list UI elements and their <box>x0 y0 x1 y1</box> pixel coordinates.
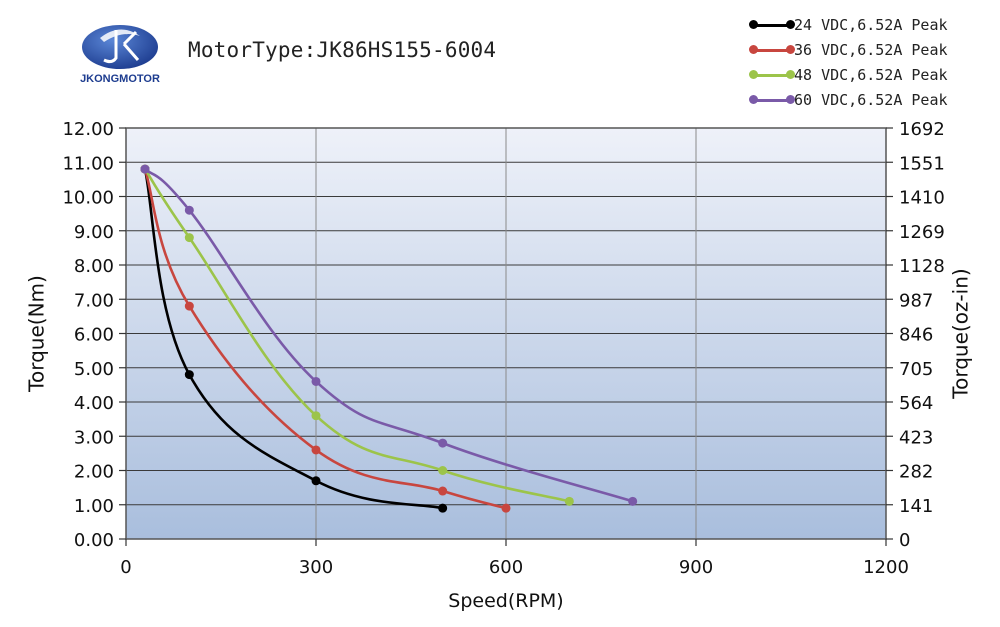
legend-label: 48 VDC,6.52A Peak <box>794 65 948 84</box>
legend-line <box>752 98 792 102</box>
data-point <box>140 164 150 174</box>
y-tick-label: 11.00 <box>62 153 114 174</box>
data-point <box>184 205 194 215</box>
y2-tick-label: 1128 <box>899 256 945 277</box>
legend-item: 36 VDC,6.52A Peak <box>749 37 948 62</box>
legend-label: 24 VDC,6.52A Peak <box>794 15 948 34</box>
legend-swatch <box>749 69 795 81</box>
y2-tick-label: 846 <box>899 325 933 346</box>
data-point <box>184 233 194 243</box>
y-tick-label: 7.00 <box>74 290 114 311</box>
y2-axis-label: Torque(oz-in) <box>949 268 973 399</box>
y-axis-label: Torque(Nm) <box>25 275 49 393</box>
series-4 <box>140 164 638 506</box>
y-tick-label: 6.00 <box>74 325 114 346</box>
data-point <box>311 411 321 421</box>
data-point <box>311 476 321 486</box>
legend-line <box>752 73 792 77</box>
legend-label: 36 VDC,6.52A Peak <box>794 40 948 59</box>
legend-dot <box>786 94 795 104</box>
y-tick-label: 2.00 <box>74 462 114 483</box>
data-point <box>184 301 194 311</box>
y-tick-label: 0.00 <box>74 530 114 551</box>
legend-line <box>752 23 792 27</box>
y2-tick-label: 1692 <box>899 119 945 140</box>
y2-tick-label: 282 <box>899 462 933 483</box>
data-point <box>184 370 194 380</box>
legend-item: 60 VDC,6.52A Peak <box>749 87 948 112</box>
data-point <box>438 438 448 448</box>
y2-tick-label: 141 <box>899 496 933 517</box>
y-tick-label: 5.00 <box>74 359 114 380</box>
tick-marks <box>119 127 893 546</box>
logo-brand-text: JKONGMOTOR <box>80 73 160 85</box>
chart-legend: 24 VDC,6.52A Peak 36 VDC,6.52A Peak 48 VDC… <box>749 12 948 112</box>
legend-dot <box>749 44 758 54</box>
y2-tick-label: 564 <box>899 393 933 414</box>
legend-item: 48 VDC,6.52A Peak <box>749 62 948 87</box>
data-point <box>438 503 448 513</box>
series-line <box>143 168 507 510</box>
legend-dot <box>786 19 795 29</box>
y2-tick-label: 705 <box>899 359 933 380</box>
data-point <box>311 445 321 455</box>
y2-tick-labels: 0 141 282 423 564 705 846 987 1128 1269 1410 1551 16… <box>899 119 945 551</box>
y-tick-label: 8.00 <box>74 256 114 277</box>
data-point <box>501 503 511 513</box>
data-point <box>628 496 638 506</box>
motor-type-title: MotorType:JK86HS155-6004 <box>188 38 497 62</box>
y-tick-labels: 0.00 1.00 2.00 3.00 4.00 5.00 6.00 7.00 8.00 9.00… <box>62 119 114 551</box>
legend-dot <box>749 19 758 29</box>
y2-tick-label: 1410 <box>899 188 945 209</box>
legend-item: 24 VDC,6.52A Peak <box>749 12 948 37</box>
y-tick-label: 3.00 <box>74 427 114 448</box>
y2-tick-label: 1551 <box>899 153 945 174</box>
data-point <box>438 466 448 475</box>
legend-dot <box>749 69 758 79</box>
y-tick-label: 1.00 <box>74 496 114 517</box>
x-tick-label: 1200 <box>863 557 909 578</box>
legend-dot <box>749 94 758 104</box>
y-tick-label: 4.00 <box>74 393 114 414</box>
x-tick-label: 900 <box>679 557 713 578</box>
data-point <box>311 376 321 386</box>
x-tick-label: 600 <box>489 557 523 578</box>
series-lines <box>140 164 638 513</box>
y-tick-label: 10.00 <box>62 188 114 209</box>
y2-tick-label: 423 <box>899 427 933 448</box>
y2-tick-label: 1269 <box>899 222 945 243</box>
x-tick-labels: 0 300 600 900 1200 <box>120 557 909 578</box>
data-point <box>564 496 574 506</box>
y2-tick-label: 987 <box>899 290 933 311</box>
legend-swatch <box>749 44 795 56</box>
x-tick-label: 0 <box>120 557 131 578</box>
legend-dot <box>786 44 795 54</box>
legend-swatch <box>749 19 795 31</box>
legend-label: 60 VDC,6.52A Peak <box>794 90 948 109</box>
y2-tick-label: 0 <box>899 530 910 551</box>
series-line <box>143 168 443 510</box>
x-axis-label: Speed(RPM) <box>448 590 563 612</box>
x-tick-label: 300 <box>299 557 333 578</box>
grid-lines <box>126 128 886 539</box>
y-tick-label: 12.00 <box>62 119 114 140</box>
legend-line <box>752 48 792 52</box>
legend-dot <box>786 69 795 79</box>
data-point <box>438 486 448 496</box>
y-tick-label: 9.00 <box>74 222 114 243</box>
legend-swatch <box>749 94 795 106</box>
jkongmotor-logo: JKONGMOTOR <box>80 25 160 85</box>
